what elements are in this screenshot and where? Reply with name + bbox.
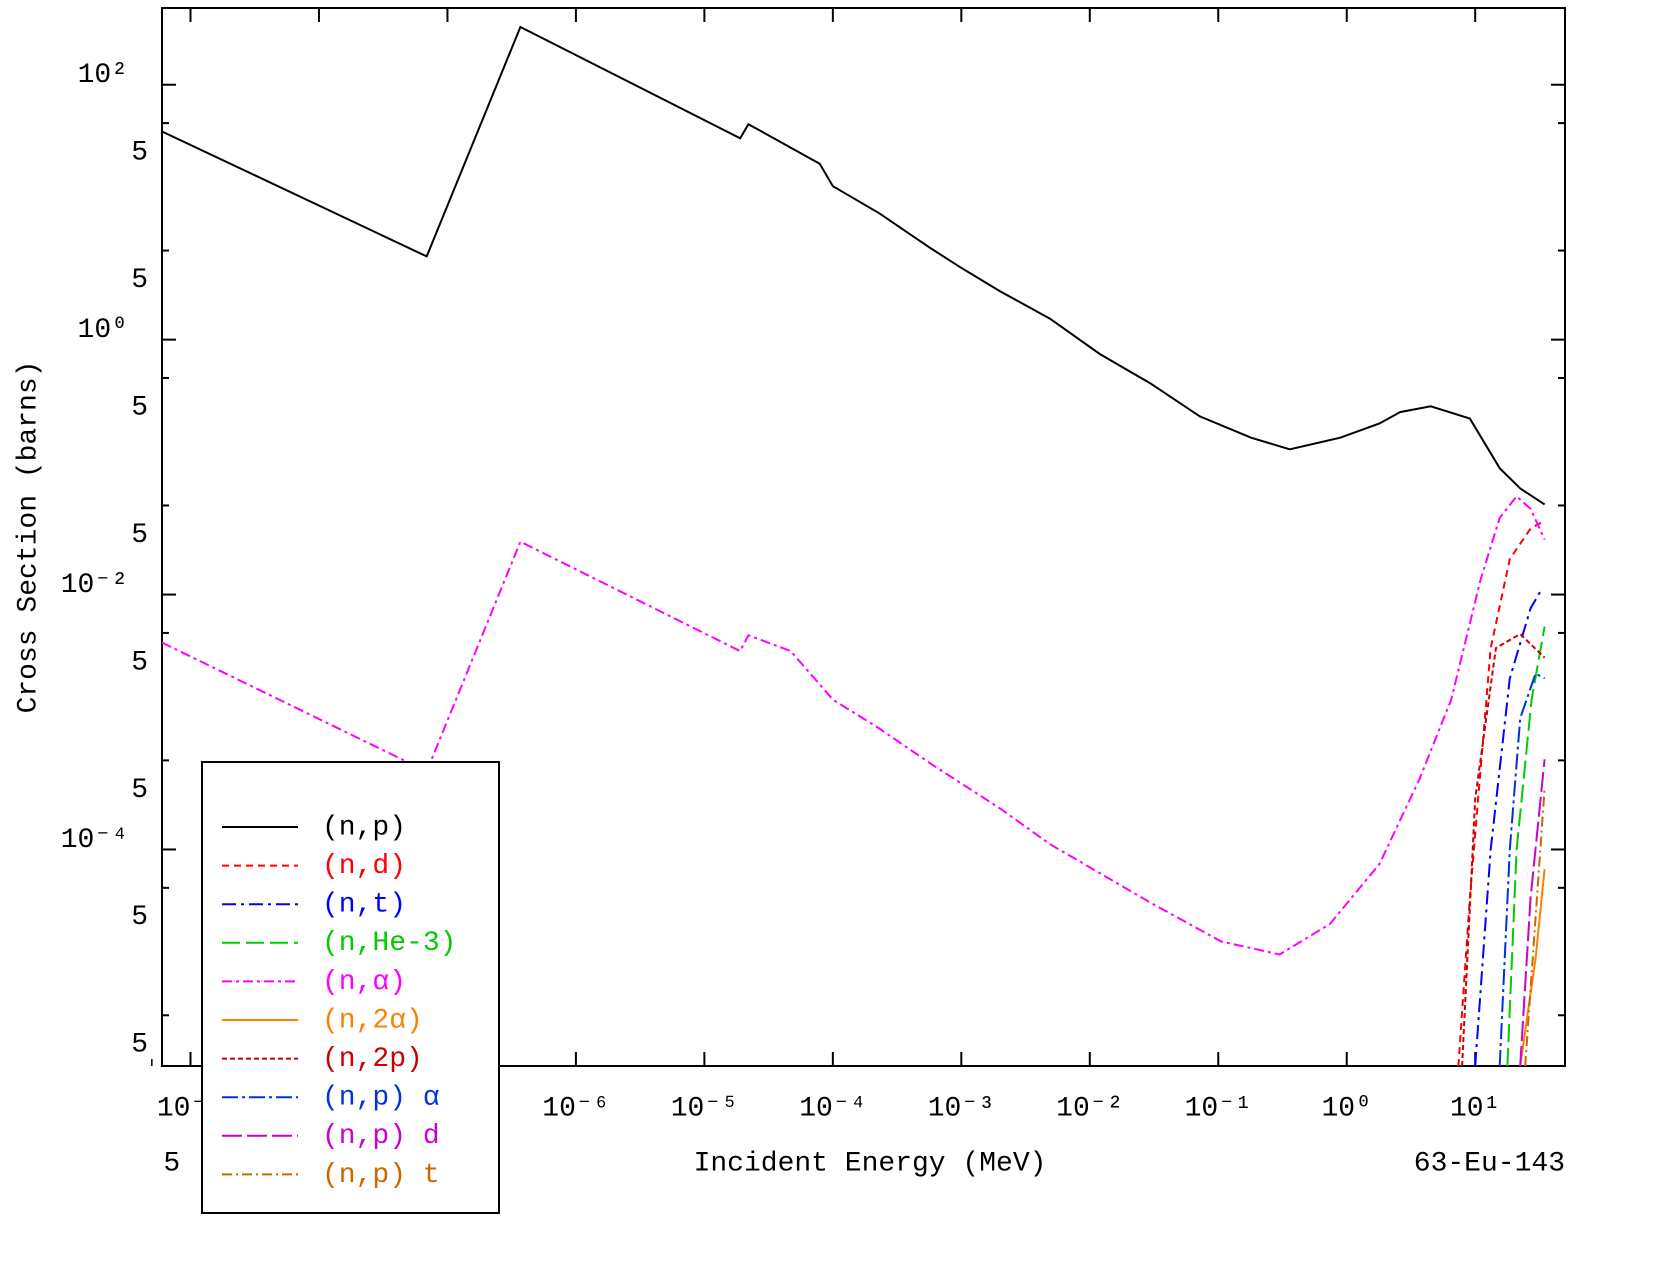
annotation: 63-Eu-143: [1414, 1148, 1565, 1179]
series-line: [1519, 759, 1546, 1067]
x-tick-label: 10⁻⁴: [799, 1093, 866, 1124]
y-tick-label: 10⁻⁴: [61, 825, 128, 856]
y-axis-label: Cross Section (barns): [13, 361, 44, 714]
y-tick-label: 10⁻²: [61, 570, 128, 601]
plot-frame: [161, 7, 1566, 1067]
series-line: [1519, 869, 1546, 1067]
legend-label: (n,p): [322, 812, 406, 843]
legend-label: (n,t): [322, 890, 406, 921]
y-minor-tick-label: 5: [131, 647, 148, 678]
legend-label: (n,2α): [322, 1005, 423, 1036]
series-line: [1506, 626, 1546, 1067]
y-minor-tick-label: 5: [131, 1030, 148, 1061]
x-tick-label: 10⁻⁶: [542, 1093, 609, 1124]
legend-label: (n,α): [322, 967, 406, 998]
x-axis-label: Incident Energy (MeV): [694, 1148, 1047, 1179]
y-tick-label: 10⁰: [78, 315, 128, 346]
y-minor-tick-label: 5: [131, 265, 148, 296]
x-tick-label: 10⁻²: [1056, 1093, 1123, 1124]
x-tick-label: 10⁻¹: [1185, 1093, 1252, 1124]
y-minor-tick-label: 5: [131, 775, 148, 806]
x-minor-tick-label: 5: [163, 1148, 180, 1179]
series-line: [161, 494, 1546, 956]
legend-label: (n,p) t: [322, 1160, 440, 1191]
series-line: [161, 25, 1546, 506]
series-line: [1498, 672, 1546, 1067]
legend-label: (n,2p): [322, 1044, 423, 1075]
series-line: [1474, 591, 1541, 1067]
legend-box: [201, 761, 500, 1214]
x-tick-label: 10⁻³: [928, 1093, 995, 1124]
y-minor-tick-label: 5: [131, 902, 148, 933]
legend-label: (n,p) d: [322, 1121, 440, 1152]
series-line: [1524, 788, 1546, 1067]
y-minor-tick-label: 5: [131, 392, 148, 423]
legend-label: (n,He-3): [322, 928, 456, 959]
legend-label: (n,d): [322, 851, 406, 882]
x-tick-label: 10⁰: [1321, 1093, 1371, 1124]
y-minor-tick-label: 5: [131, 520, 148, 551]
y-minor-tick-label: 5: [131, 137, 148, 168]
x-tick-label: 10⁻⁵: [671, 1093, 738, 1124]
y-tick-label: 10²: [78, 60, 128, 91]
legend-label: (n,p) α: [322, 1083, 440, 1114]
series-line: [1461, 632, 1546, 1067]
x-tick-label: 10¹: [1450, 1093, 1500, 1124]
